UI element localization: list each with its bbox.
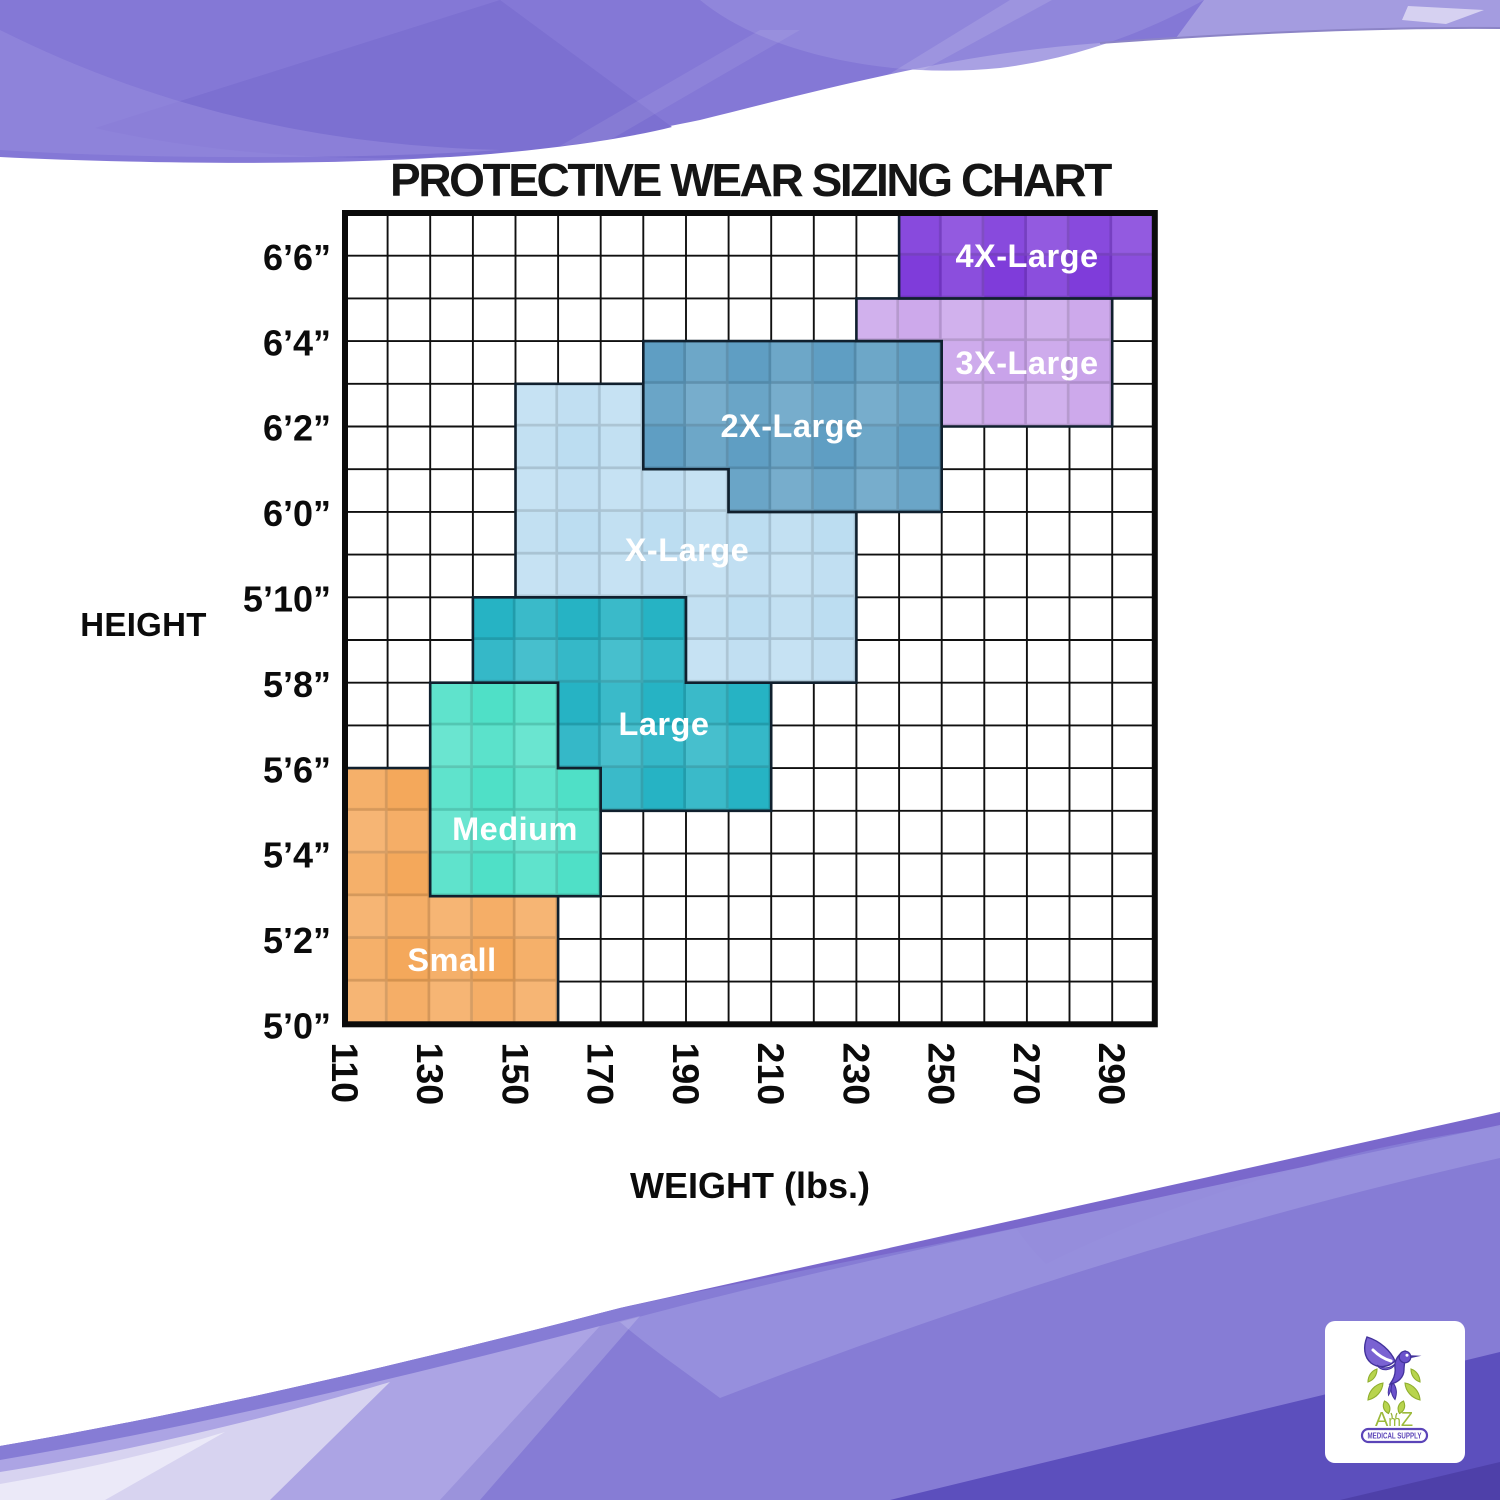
svg-text:250: 250 (921, 1043, 963, 1106)
svg-text:6’2”: 6’2” (263, 408, 331, 449)
svg-text:4X-Large: 4X-Large (955, 238, 1098, 274)
svg-text:190: 190 (665, 1043, 707, 1106)
svg-text:210: 210 (750, 1043, 792, 1106)
svg-text:MEDICAL SUPPLY: MEDICAL SUPPLY (1368, 1431, 1422, 1441)
svg-text:Large: Large (618, 706, 709, 742)
svg-text:HEIGHT: HEIGHT (80, 606, 206, 643)
svg-text:290: 290 (1091, 1043, 1133, 1106)
svg-text:Small: Small (407, 942, 496, 978)
svg-text:5’4”: 5’4” (263, 835, 331, 876)
svg-text:AmZ: AmZ (1375, 1409, 1413, 1431)
svg-text:6’0”: 6’0” (263, 493, 331, 534)
svg-text:130: 130 (409, 1043, 451, 1106)
svg-text:5’10”: 5’10” (243, 579, 331, 620)
svg-text:230: 230 (835, 1043, 877, 1106)
svg-text:6’4”: 6’4” (263, 322, 331, 363)
svg-text:5’2”: 5’2” (263, 920, 331, 961)
svg-text:WEIGHT (lbs.): WEIGHT (lbs.) (630, 1165, 870, 1206)
svg-text:PROTECTIVE WEAR SIZING CHART: PROTECTIVE WEAR SIZING CHART (390, 154, 1112, 206)
svg-text:6’6”: 6’6” (263, 237, 331, 278)
svg-text:3X-Large: 3X-Large (955, 345, 1098, 381)
svg-text:270: 270 (1006, 1043, 1048, 1106)
svg-text:110: 110 (324, 1043, 366, 1104)
svg-text:Medium: Medium (452, 811, 578, 847)
svg-text:5’0”: 5’0” (263, 1006, 331, 1047)
svg-text:5’6”: 5’6” (263, 749, 331, 790)
svg-text:150: 150 (495, 1043, 537, 1106)
svg-text:X-Large: X-Large (625, 532, 750, 568)
svg-text:2X-Large: 2X-Large (720, 408, 863, 444)
svg-text:170: 170 (580, 1043, 622, 1106)
svg-text:5’8”: 5’8” (263, 664, 331, 705)
